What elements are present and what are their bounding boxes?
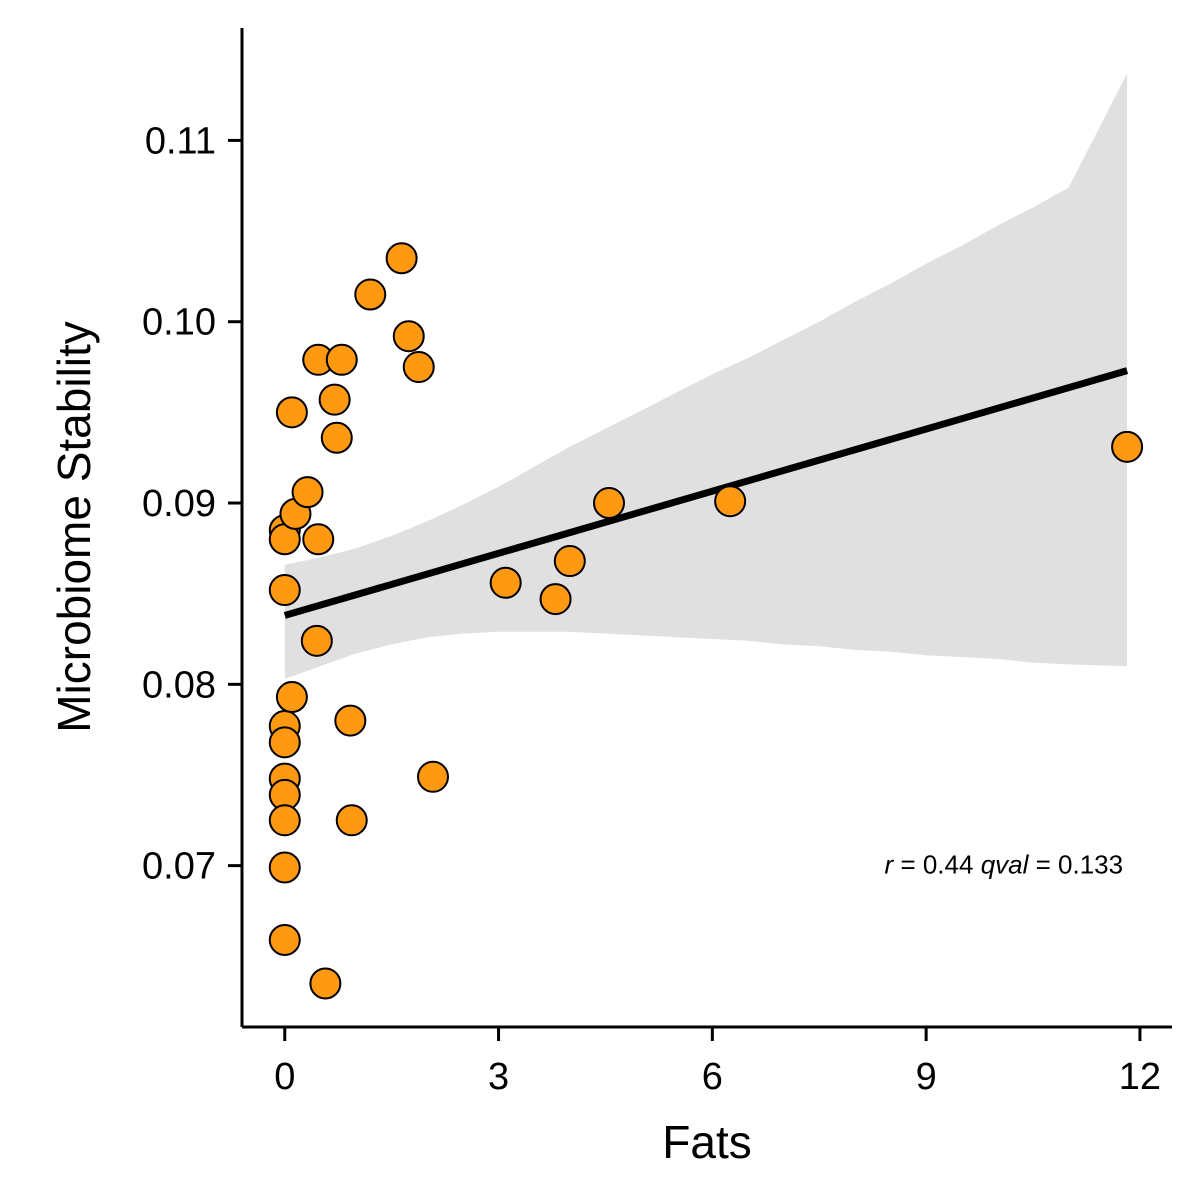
x-tick-label: 12 [1119, 1056, 1161, 1098]
data-point-18 [318, 383, 351, 416]
data-points [268, 242, 1144, 1000]
x-tick-label: 0 [274, 1056, 295, 1098]
x-tick-label: 6 [702, 1056, 723, 1098]
data-point-30 [553, 545, 586, 578]
y-tick-label: 0.09 [142, 483, 216, 525]
data-point-13 [291, 476, 324, 509]
x-axis-title: Fats [662, 1116, 751, 1168]
data-point-10 [275, 396, 308, 429]
regression-line [283, 367, 1129, 619]
data-point-27 [416, 760, 449, 793]
data-point-32 [714, 485, 747, 518]
y-axis-title: Microbiome Stability [48, 321, 100, 733]
r-value: = 0.44 [893, 850, 980, 880]
y-tick-label: 0.07 [142, 846, 216, 888]
y-axis-ticks: 0.07 0.08 0.09 0.10 0.11 [142, 120, 242, 888]
y-tick-label: 0.10 [142, 302, 216, 344]
y-tick-label: 0.08 [142, 664, 216, 706]
data-point-17 [309, 967, 342, 1000]
x-tick-label: 9 [916, 1056, 937, 1098]
data-point-4 [268, 726, 301, 759]
data-point-9 [268, 923, 301, 956]
data-point-24 [385, 242, 418, 275]
data-point-19 [320, 421, 353, 454]
y-tick-label: 0.11 [145, 120, 216, 162]
data-point-26 [402, 351, 435, 384]
data-point-2 [268, 574, 301, 607]
r-symbol: r [885, 850, 895, 880]
data-point-16 [300, 624, 333, 657]
data-point-23 [354, 278, 387, 311]
qval-value: = 0.133 [1028, 850, 1123, 880]
correlation-annotation: r = 0.44 qval = 0.133 [885, 850, 1124, 880]
data-point-25 [392, 320, 425, 353]
data-point-7 [268, 804, 301, 837]
x-axis-ticks: 0 3 6 9 12 [274, 1027, 1161, 1098]
x-tick-label: 3 [488, 1056, 509, 1098]
data-point-12 [275, 681, 308, 714]
qval-symbol: qval [981, 850, 1030, 880]
data-point-31 [593, 487, 626, 520]
data-point-20 [325, 343, 358, 376]
data-point-15 [302, 523, 335, 556]
data-point-29 [539, 583, 572, 616]
data-point-22 [335, 804, 368, 837]
data-point-28 [489, 566, 522, 599]
data-point-33 [1111, 430, 1144, 463]
confidence-band [284, 73, 1128, 679]
data-point-8 [268, 851, 301, 884]
data-point-21 [334, 704, 367, 737]
